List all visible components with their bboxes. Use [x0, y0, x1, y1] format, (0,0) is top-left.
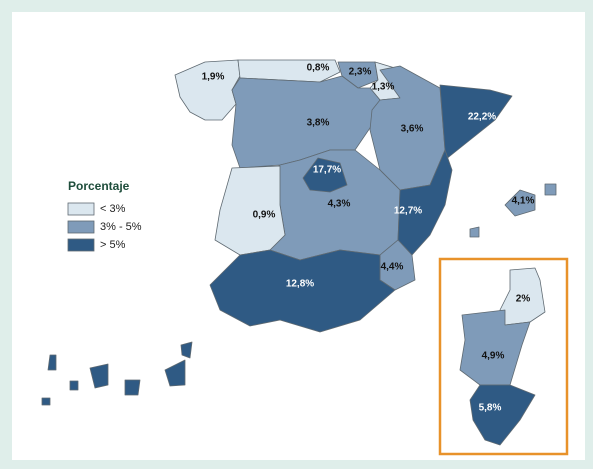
- region: [302, 157, 348, 193]
- region-label: 2%: [516, 294, 531, 305]
- region-label: 3,8%: [307, 118, 330, 129]
- legend-swatch: [67, 220, 95, 234]
- region: [231, 75, 381, 169]
- region-label: 4,4%: [381, 262, 404, 273]
- legend-swatch: [67, 202, 95, 216]
- region-label: 0,9%: [253, 210, 276, 221]
- region: [469, 183, 557, 238]
- region-label: 4,3%: [328, 199, 351, 210]
- region-label: 12,8%: [286, 279, 314, 290]
- legend-label: 3% - 5%: [100, 221, 142, 233]
- region-label: 17,7%: [313, 165, 341, 176]
- region: [337, 61, 379, 89]
- region-label: 3,6%: [401, 124, 424, 135]
- legend-swatch: [67, 238, 95, 252]
- legend-label: > 5%: [100, 239, 126, 251]
- region-label: 12,7%: [394, 206, 422, 217]
- region-label: 1,3%: [372, 82, 395, 93]
- region-label: 4,9%: [482, 351, 505, 362]
- region: [469, 384, 536, 446]
- inset-frame: [438, 257, 569, 456]
- region-label: 1,9%: [202, 72, 225, 83]
- region-label: 5,8%: [479, 403, 502, 414]
- region-label: 22,2%: [468, 112, 496, 123]
- region: [41, 341, 193, 406]
- region-label: 2,3%: [349, 67, 372, 78]
- region: [459, 309, 531, 386]
- legend-label: < 3%: [100, 203, 126, 215]
- region-label: 4,1%: [512, 196, 535, 207]
- region-label: 0,8%: [307, 63, 330, 74]
- region: [237, 59, 341, 83]
- legend-title: Porcentaje: [68, 179, 130, 193]
- region: [209, 249, 396, 333]
